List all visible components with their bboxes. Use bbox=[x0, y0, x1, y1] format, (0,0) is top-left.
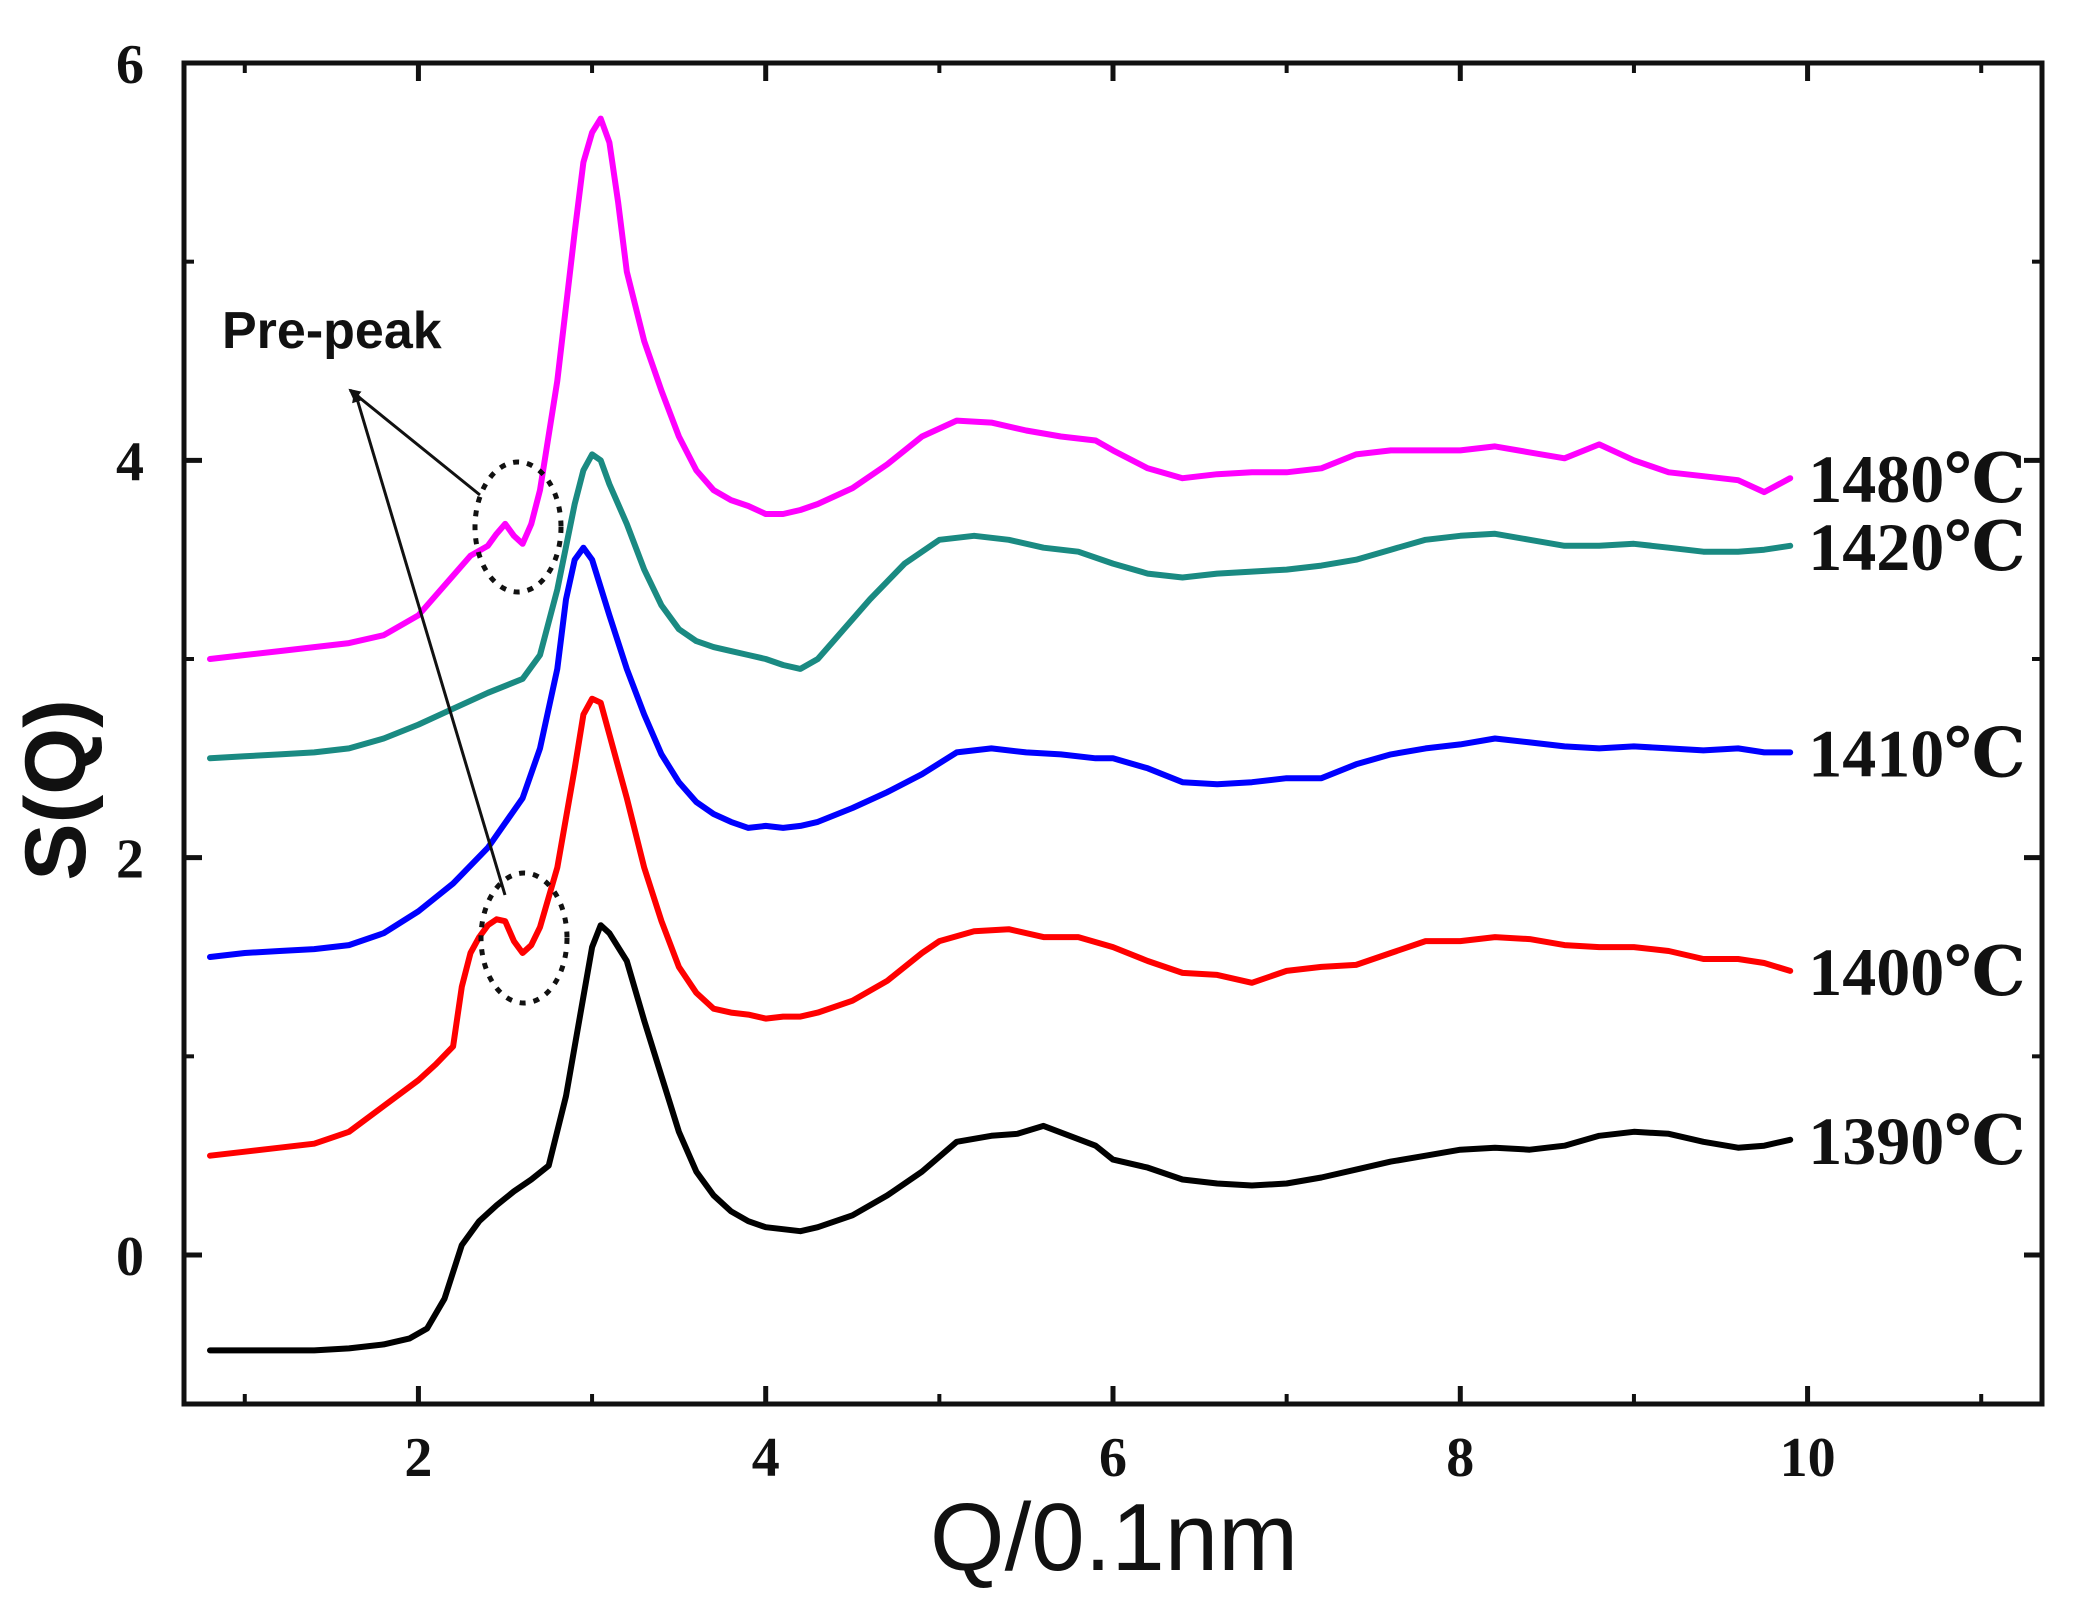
series-label-1410: 1410℃ bbox=[1808, 715, 2025, 791]
pre-peak-annotation: Pre-peak bbox=[222, 302, 442, 360]
y-tick-label: 4 bbox=[116, 431, 144, 493]
y-tick-label: 0 bbox=[116, 1226, 144, 1288]
pre-peak-arrow-lower bbox=[352, 390, 507, 896]
y-tick-label: 2 bbox=[116, 829, 144, 891]
series-line-1420 bbox=[207, 451, 1794, 762]
y-tick-label: 6 bbox=[116, 34, 144, 96]
x-tick-label: 8 bbox=[1446, 1427, 1474, 1489]
pre-peak-circle-lower bbox=[478, 870, 570, 1006]
series-line-1390 bbox=[207, 922, 1794, 1354]
series-label-1480: 1480℃ bbox=[1808, 441, 2025, 517]
x-tick-label: 10 bbox=[1780, 1427, 1836, 1489]
series-label-1420: 1420℃ bbox=[1808, 509, 2025, 585]
series-line-1400 bbox=[207, 695, 1794, 1159]
pre-peak-circle-upper bbox=[472, 459, 564, 595]
series-line-1410 bbox=[207, 544, 1794, 960]
y-axis-label: S(Q) bbox=[8, 699, 104, 881]
pre-peak-arrow-upper bbox=[348, 388, 481, 497]
series-label-1400: 1400℃ bbox=[1808, 934, 2025, 1010]
x-axis-label: Q/0.1nm bbox=[930, 1484, 1298, 1591]
series-label-1390: 1390℃ bbox=[1808, 1103, 2025, 1179]
series-line-1480 bbox=[207, 115, 1794, 662]
x-tick-label: 2 bbox=[404, 1427, 432, 1489]
x-tick-label: 4 bbox=[752, 1427, 780, 1489]
x-tick-label: 6 bbox=[1099, 1427, 1127, 1489]
plot-frame bbox=[181, 60, 2045, 1407]
